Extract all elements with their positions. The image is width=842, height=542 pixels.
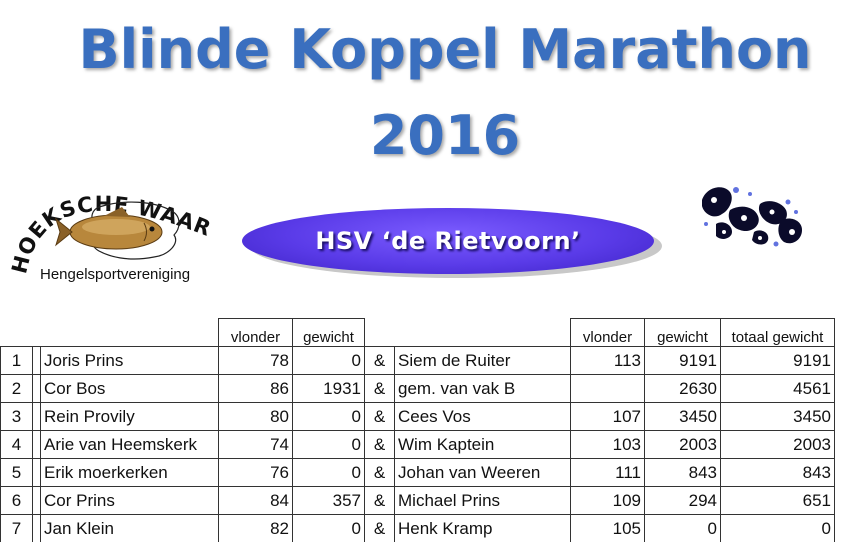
page-title-year: 2016 (369, 104, 521, 167)
rank-cell: 6 (0, 486, 33, 515)
angler-2-gewicht: 0 (644, 514, 721, 542)
angler-1-name: Joris Prins (40, 346, 219, 375)
angler-2-name: Michael Prins (394, 486, 571, 515)
angler-1-vlonder: 76 (218, 458, 293, 487)
table-row: 4 Arie van Heemskerk 74 0 & Wim Kaptein 103 200… (0, 430, 835, 459)
angler-1-gewicht: 1931 (292, 374, 365, 403)
angler-2-gewicht: 2630 (644, 374, 721, 403)
pair-ampersand: & (364, 374, 395, 403)
total-gewicht: 0 (720, 514, 835, 542)
spacer-cell (32, 514, 41, 542)
banner-text: HSV ‘de Rietvoorn’ (315, 227, 581, 255)
table-row: 6 Cor Prins 84 357 & Michael Prins 109 294 651 (0, 486, 835, 515)
angler-2-vlonder (570, 374, 645, 403)
club-banner: HSV ‘de Rietvoorn’ (242, 208, 654, 274)
angler-2-vlonder: 105 (570, 514, 645, 542)
table-row: 2 Cor Bos 86 1931 & gem. van vak B 2630 4561 (0, 374, 835, 403)
table-row: 3 Rein Provily 80 0 & Cees Vos 107 3450 3450 (0, 402, 835, 431)
rank-cell: 5 (0, 458, 33, 487)
total-gewicht: 9191 (720, 346, 835, 375)
pair-ampersand: & (364, 346, 395, 375)
spacer-cell (32, 486, 41, 515)
page-title: Blinde Koppel Marathon (78, 18, 812, 81)
angler-1-gewicht: 357 (292, 486, 365, 515)
spacer-cell (32, 430, 41, 459)
angler-2-vlonder: 103 (570, 430, 645, 459)
header-gewicht-2: gewicht (644, 318, 721, 347)
angler-2-gewicht: 294 (644, 486, 721, 515)
angler-2-vlonder: 113 (570, 346, 645, 375)
angler-1-vlonder: 80 (218, 402, 293, 431)
angler-1-name: Arie van Heemskerk (40, 430, 219, 459)
angler-1-name: Rein Provily (40, 402, 219, 431)
pair-ampersand: & (364, 430, 395, 459)
total-gewicht: 843 (720, 458, 835, 487)
spacer-cell (32, 374, 41, 403)
angler-2-gewicht: 9191 (644, 346, 721, 375)
angler-1-gewicht: 0 (292, 346, 365, 375)
angler-1-vlonder: 82 (218, 514, 293, 542)
header-totaal-gewicht: totaal gewicht (720, 318, 835, 347)
angler-1-name: Cor Prins (40, 486, 219, 515)
angler-1-name: Cor Bos (40, 374, 219, 403)
rank-cell: 4 (0, 430, 33, 459)
header-gewicht-1: gewicht (292, 318, 365, 347)
angler-2-name: Wim Kaptein (394, 430, 571, 459)
rank-cell: 3 (0, 402, 33, 431)
angler-2-name: gem. van vak B (394, 374, 571, 403)
angler-2-name: Johan van Weeren (394, 458, 571, 487)
angler-1-gewicht: 0 (292, 402, 365, 431)
spacer-cell (32, 402, 41, 431)
header-vlonder-1: vlonder (218, 318, 293, 347)
total-gewicht: 4561 (720, 374, 835, 403)
table-row: 1 Joris Prins 78 0 & Siem de Ruiter 113 9191 919… (0, 346, 835, 375)
angler-1-vlonder: 74 (218, 430, 293, 459)
table-row: 5 Erik moerkerken 76 0 & Johan van Weeren 111 8… (0, 458, 835, 487)
total-gewicht: 3450 (720, 402, 835, 431)
header-vlonder-2: vlonder (570, 318, 645, 347)
spacer-cell (32, 346, 41, 375)
pair-ampersand: & (364, 486, 395, 515)
results-table: vlonder gewicht vlonder gewicht totaal g… (0, 318, 835, 542)
total-gewicht: 651 (720, 486, 835, 515)
angler-2-vlonder: 107 (570, 402, 645, 431)
angler-1-name: Jan Klein (40, 514, 219, 542)
angler-2-gewicht: 3450 (644, 402, 721, 431)
pair-ampersand: & (364, 402, 395, 431)
total-gewicht: 2003 (720, 430, 835, 459)
angler-2-name: Cees Vos (394, 402, 571, 431)
table-row: 7 Jan Klein 82 0 & Henk Kramp 105 0 0 (0, 514, 835, 542)
angler-1-gewicht: 0 (292, 514, 365, 542)
table-header-row: vlonder gewicht vlonder gewicht totaal g… (1, 318, 835, 347)
logo-subtitle: Hengelsportvereniging (40, 266, 191, 283)
angler-1-gewicht: 0 (292, 458, 365, 487)
angler-2-name: Siem de Ruiter (394, 346, 571, 375)
fish-icon (55, 207, 163, 250)
rank-cell: 2 (0, 374, 33, 403)
angler-1-vlonder: 84 (218, 486, 293, 515)
rank-cell: 7 (0, 514, 33, 542)
angler-1-name: Erik moerkerken (40, 458, 219, 487)
angler-2-vlonder: 109 (570, 486, 645, 515)
club-emblem-icon (702, 187, 802, 247)
angler-2-name: Henk Kramp (394, 514, 571, 542)
angler-1-gewicht: 0 (292, 430, 365, 459)
angler-1-vlonder: 78 (218, 346, 293, 375)
angler-2-gewicht: 843 (644, 458, 721, 487)
pair-ampersand: & (364, 514, 395, 542)
spacer-cell (32, 458, 41, 487)
pair-ampersand: & (364, 458, 395, 487)
angler-2-gewicht: 2003 (644, 430, 721, 459)
angler-2-vlonder: 111 (570, 458, 645, 487)
angler-1-vlonder: 86 (218, 374, 293, 403)
rank-cell: 1 (0, 346, 33, 375)
hoeksche-waard-logo: HOEKSCHE WAARD (4, 165, 214, 276)
